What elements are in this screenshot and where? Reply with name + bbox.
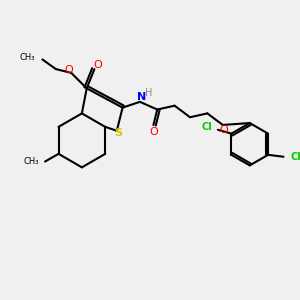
Text: CH₃: CH₃: [19, 53, 35, 62]
Text: CH₃: CH₃: [24, 157, 39, 166]
Text: S: S: [115, 128, 123, 138]
Text: O: O: [149, 127, 158, 137]
Text: Cl: Cl: [290, 152, 300, 162]
Text: O: O: [93, 60, 102, 70]
Text: O: O: [64, 65, 73, 75]
Text: Cl: Cl: [201, 122, 212, 132]
Text: O: O: [219, 125, 228, 135]
Text: N: N: [137, 92, 146, 102]
Text: H: H: [145, 88, 152, 98]
